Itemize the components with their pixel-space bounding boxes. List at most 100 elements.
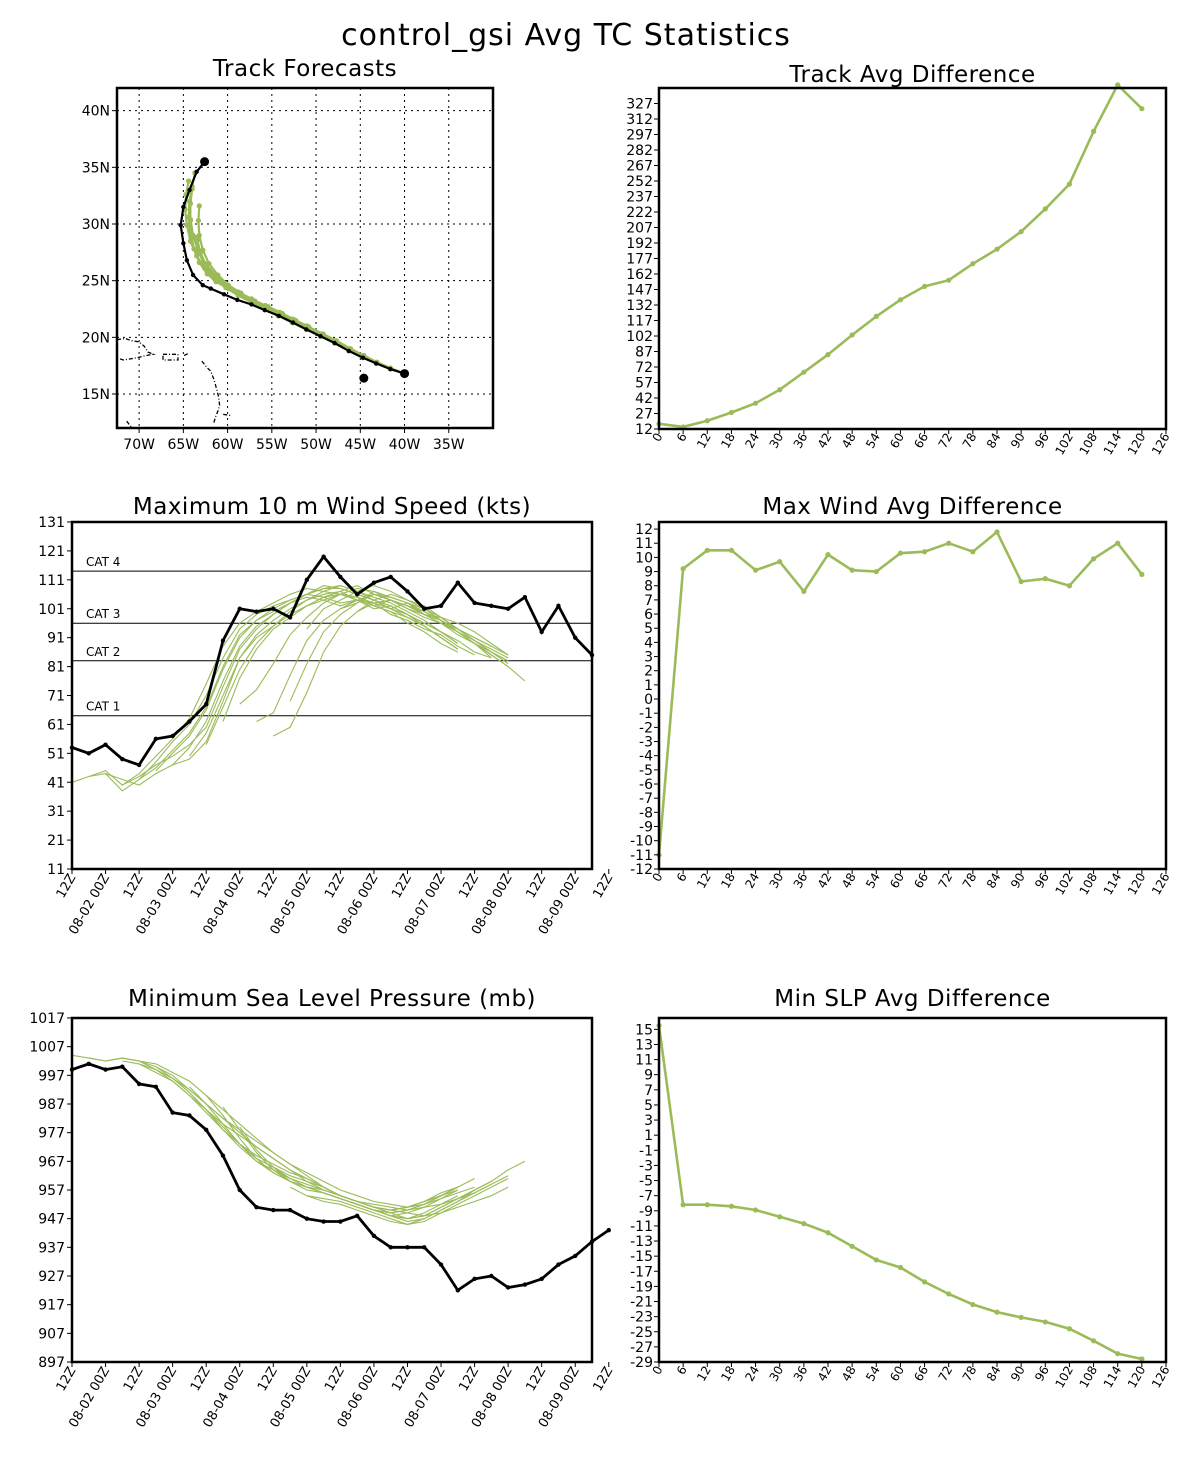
difference-point bbox=[970, 1301, 976, 1308]
plot-frame bbox=[657, 520, 1168, 871]
observed-point bbox=[405, 589, 410, 594]
plot-frame bbox=[657, 1016, 1168, 1364]
forecast-line bbox=[188, 585, 459, 757]
difference-point bbox=[825, 352, 831, 358]
x-tick-label: 36 bbox=[791, 1364, 811, 1384]
x-tick-label: 126 bbox=[1149, 431, 1173, 458]
observed-track-end-marker bbox=[200, 157, 210, 167]
x-tick-label: 66 bbox=[911, 871, 931, 891]
observed-point bbox=[120, 1064, 125, 1069]
observed-track-point bbox=[194, 169, 199, 175]
y-tick-label: 222 bbox=[626, 205, 653, 221]
difference-point bbox=[873, 313, 879, 319]
y-tick-label: -13 bbox=[630, 1234, 653, 1250]
y-tick-label: 1 bbox=[644, 1128, 653, 1144]
y-tick-label: 13 bbox=[635, 1037, 653, 1053]
y-tick-label: 917 bbox=[38, 1298, 65, 1314]
observed-track-point bbox=[360, 355, 366, 360]
difference-point bbox=[849, 1243, 855, 1249]
forecast-line bbox=[155, 585, 459, 772]
observed-point bbox=[237, 606, 242, 611]
x-tick-label: 12Z bbox=[456, 1364, 482, 1394]
forecast-line bbox=[205, 1095, 459, 1217]
x-tick-label: 18 bbox=[718, 431, 738, 451]
y-tick-label: 6 bbox=[644, 607, 653, 623]
forecast-line bbox=[289, 1178, 509, 1225]
y-tick-label: -9 bbox=[639, 1204, 653, 1220]
y-tick-label: 91 bbox=[47, 631, 65, 647]
difference-point bbox=[1066, 583, 1073, 589]
observed-track-point bbox=[262, 307, 267, 313]
y-tick-label: 25N bbox=[82, 274, 110, 290]
difference-point bbox=[1139, 106, 1145, 112]
y-tick-label: -15 bbox=[630, 1249, 653, 1265]
observed-track-point bbox=[200, 283, 206, 288]
difference-point bbox=[801, 1221, 807, 1227]
coastline bbox=[201, 360, 221, 425]
y-tick-label: 9 bbox=[644, 1068, 653, 1084]
x-tick-label: 102 bbox=[1052, 1364, 1076, 1391]
x-tick-label: 84 bbox=[984, 871, 1004, 891]
x-tick-label: 120 bbox=[1125, 871, 1149, 898]
forecast-line bbox=[189, 1086, 459, 1214]
coastline bbox=[162, 353, 179, 361]
y-tick-label: 977 bbox=[38, 1126, 65, 1142]
x-tick-label: 12Z bbox=[456, 871, 482, 901]
difference-point bbox=[1042, 1319, 1048, 1325]
difference-point bbox=[994, 529, 1000, 535]
y-tick-label: 312 bbox=[626, 112, 653, 128]
x-tick-label: 102 bbox=[1052, 431, 1076, 458]
x-tick-label: 24 bbox=[742, 431, 762, 451]
observed-track-point bbox=[187, 187, 192, 193]
x-tick-label: 72 bbox=[936, 871, 956, 891]
y-tick-label: 27 bbox=[635, 407, 653, 423]
x-tick-label: 114 bbox=[1101, 871, 1125, 898]
y-tick-label: 9 bbox=[644, 565, 653, 581]
y-tick-label: -19 bbox=[630, 1279, 653, 1295]
forecast-line bbox=[71, 590, 509, 786]
forecast-track-point bbox=[184, 222, 190, 228]
observed-track-point bbox=[181, 204, 186, 210]
difference-point bbox=[1066, 1326, 1073, 1332]
observed-point bbox=[103, 1067, 108, 1072]
chart-title: Maximum 10 m Wind Speed (kts) bbox=[133, 494, 531, 520]
y-tick-label: 101 bbox=[38, 602, 65, 618]
track-forecasts-panel: Track Forecasts 70W 65W 60W 55W 50W 45W 40W 35W 1… bbox=[82, 56, 495, 453]
difference-point bbox=[897, 550, 904, 556]
x-tick-label: 48 bbox=[839, 1364, 859, 1384]
y-tick-label: 42 bbox=[635, 391, 653, 407]
difference-point bbox=[1042, 576, 1048, 582]
x-tick-label: 48 bbox=[839, 871, 859, 891]
difference-point bbox=[946, 540, 952, 546]
difference-point bbox=[1042, 206, 1048, 212]
x-tick-label: 12Z bbox=[523, 1364, 549, 1394]
y-tick-label: 1017 bbox=[29, 1011, 65, 1027]
difference-point bbox=[994, 246, 1000, 252]
x-tick-label: 72 bbox=[936, 1364, 956, 1384]
observed-track-point bbox=[208, 286, 213, 291]
y-tick-label: 3 bbox=[644, 1113, 653, 1129]
x-tick-label: 12Z bbox=[121, 1364, 147, 1394]
coastline bbox=[223, 413, 232, 417]
chart-title: Min SLP Avg Difference bbox=[774, 986, 1051, 1012]
observed-point bbox=[556, 603, 561, 609]
forecast-track-point bbox=[202, 264, 209, 270]
observed-point bbox=[472, 600, 477, 606]
observed-point bbox=[287, 1207, 293, 1213]
track-avg-difference-panel: Track Avg Difference12274257728710211713… bbox=[626, 62, 1172, 457]
forecast-track-point bbox=[186, 178, 192, 184]
observed-point bbox=[388, 574, 393, 580]
y-tick-label: 927 bbox=[38, 1269, 65, 1285]
x-tick-label: 60 bbox=[887, 431, 907, 451]
x-tick-label: 36 bbox=[791, 431, 811, 451]
y-tick-label: 207 bbox=[626, 221, 653, 237]
forecast-line bbox=[373, 599, 509, 656]
y-tick-label: 297 bbox=[626, 128, 653, 144]
forecast-line bbox=[71, 1054, 509, 1217]
x-tick-label: 108 bbox=[1077, 431, 1101, 458]
observed-point bbox=[136, 762, 142, 768]
x-tick-label: 50W bbox=[300, 437, 332, 453]
y-tick-label: -12 bbox=[630, 862, 653, 878]
y-tick-label: 897 bbox=[38, 1355, 65, 1371]
y-tick-label: 15 bbox=[635, 1022, 653, 1038]
